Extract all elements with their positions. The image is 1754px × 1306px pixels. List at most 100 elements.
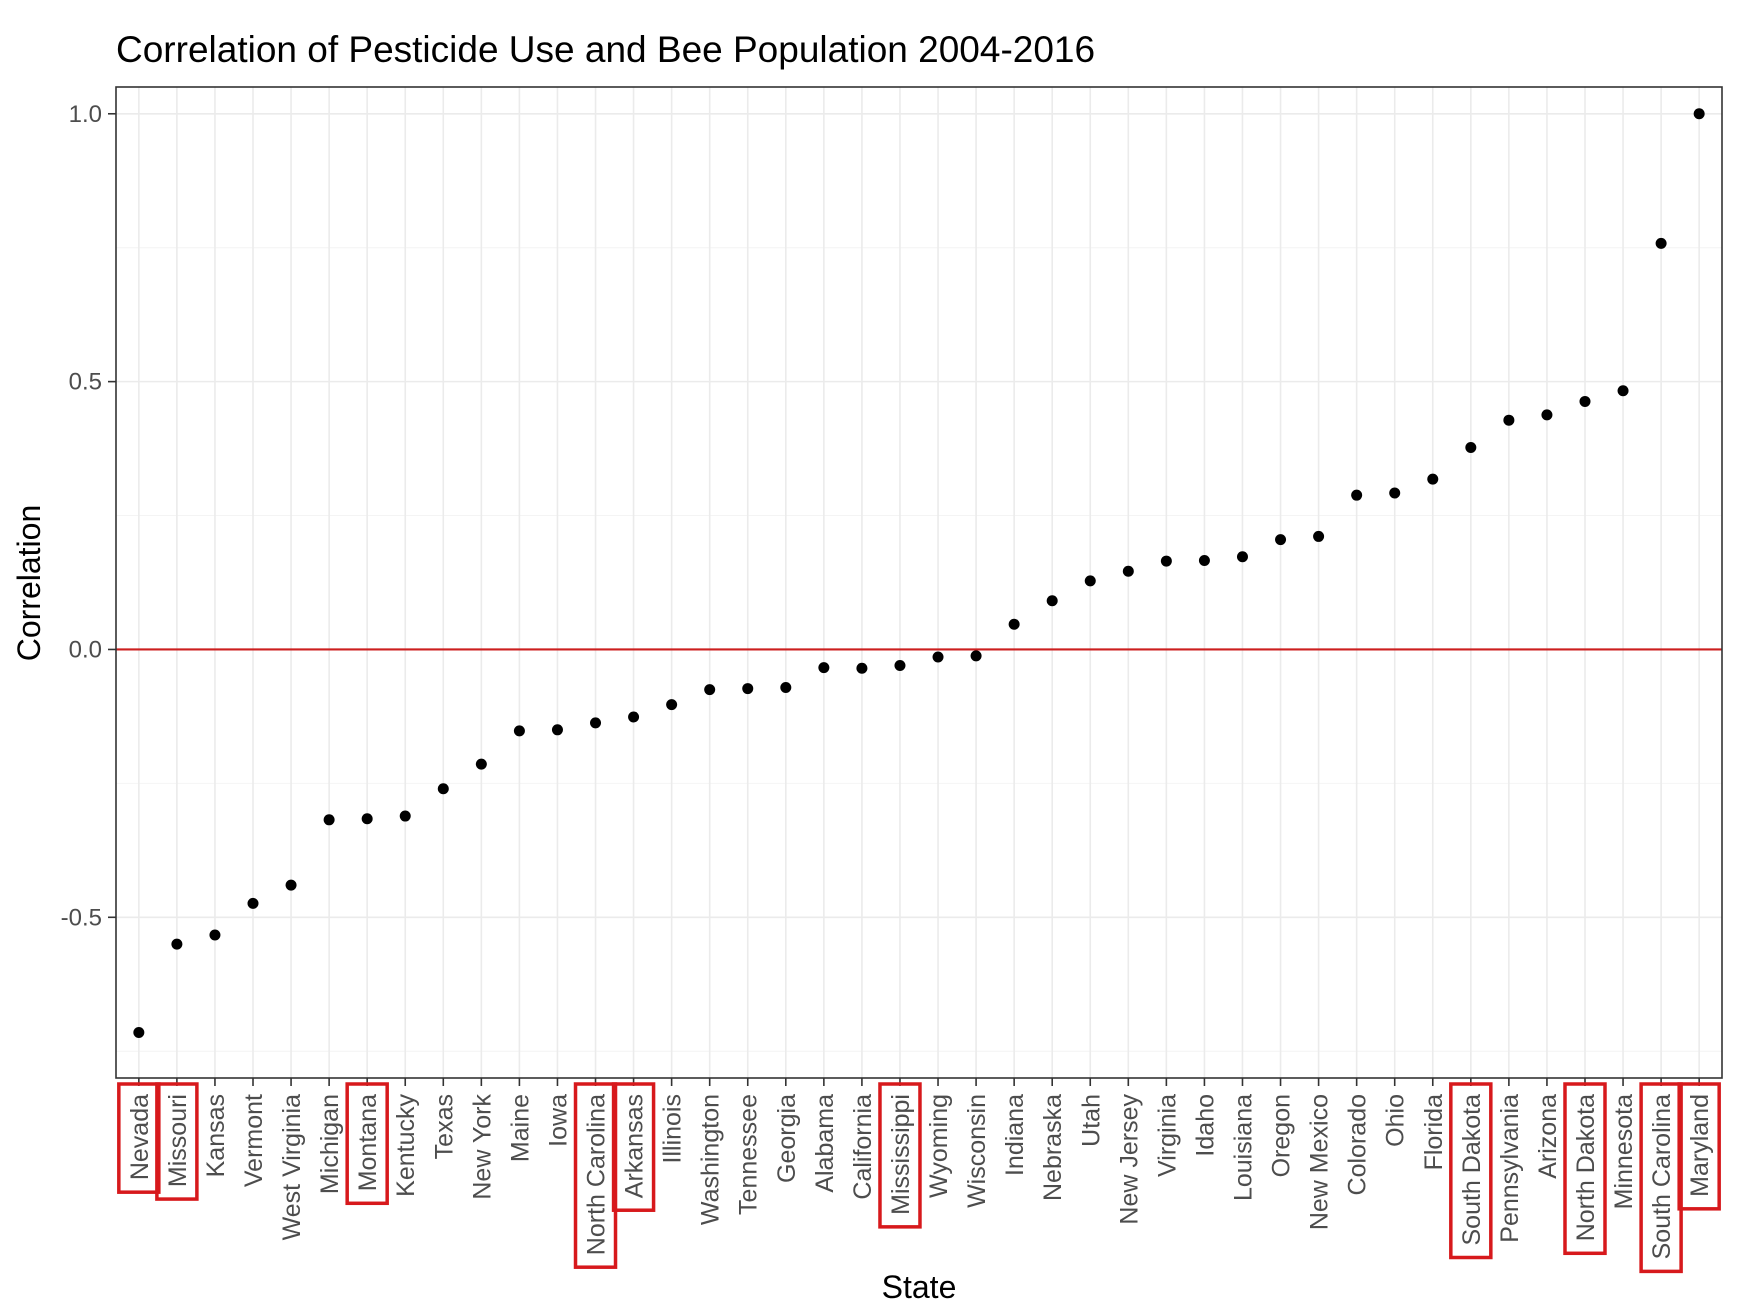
highlight-box (1449, 1082, 1493, 1260)
x-tick-label: Indiana (1001, 1094, 1029, 1176)
x-tick-label: North Carolina (583, 1094, 611, 1255)
x-tick-label: Utah (1077, 1094, 1105, 1147)
highlight-layer (117, 1082, 1721, 1274)
x-tick-label: Arizona (1534, 1094, 1562, 1179)
x-tick-label: Kansas (202, 1094, 230, 1177)
data-point (1617, 385, 1629, 397)
data-point (551, 724, 563, 736)
data-point (628, 711, 640, 723)
x-tick-label: Oregon (1268, 1094, 1296, 1177)
x-tick-label: New Jersey (1115, 1094, 1143, 1225)
x-tick-label: Wyoming (925, 1094, 953, 1198)
data-point (1122, 565, 1134, 577)
data-point (1160, 555, 1172, 567)
data-point (970, 650, 982, 662)
x-tick-label: New York (468, 1094, 496, 1200)
data-point (475, 758, 487, 770)
highlight-box (345, 1082, 389, 1206)
data-point (1655, 237, 1667, 249)
data-point (1351, 489, 1363, 501)
data-point (1008, 618, 1020, 630)
chart-title: Correlation of Pesticide Use and Bee Pop… (116, 29, 1095, 70)
data-point (1046, 595, 1058, 607)
x-tick-label: Nevada (126, 1094, 154, 1180)
data-point (1275, 534, 1287, 546)
y-tick-label: 0.0 (69, 636, 102, 663)
x-tick-label: Tennessee (735, 1094, 763, 1215)
x-tick-label: Colorado (1344, 1094, 1372, 1195)
x-tick-label: Maine (506, 1094, 534, 1162)
x-tick-label: Vermont (240, 1094, 268, 1187)
y-tick-label: 1.0 (69, 101, 102, 128)
x-tick-label: South Carolina (1648, 1094, 1676, 1259)
data-point (1313, 530, 1325, 542)
x-tick-label: Idaho (1191, 1094, 1219, 1157)
x-tick-label: Minnesota (1610, 1094, 1638, 1209)
x-tick-label: Florida (1420, 1094, 1448, 1171)
data-point (437, 783, 449, 795)
highlight-box (1639, 1082, 1683, 1274)
data-point (209, 929, 221, 941)
grid-layer (116, 87, 1722, 1078)
x-tick-label: California (849, 1094, 877, 1200)
data-point (932, 651, 944, 663)
x-tick-label: Texas (430, 1094, 458, 1159)
y-tick-label: 0.5 (69, 369, 102, 396)
x-tick-label: Kentucky (392, 1094, 420, 1197)
data-point (171, 938, 183, 950)
x-axis-ticks: Nevada Missouri Kansas Vermont West Virginia… (126, 1078, 1714, 1259)
x-axis-title: State (882, 1269, 957, 1305)
x-tick-label: New Mexico (1306, 1094, 1334, 1230)
x-tick-label: Maryland (1686, 1094, 1714, 1197)
x-tick-label: Georgia (773, 1094, 801, 1183)
highlight-box (1563, 1082, 1607, 1256)
data-point (894, 660, 906, 672)
x-tick-label: Ohio (1382, 1094, 1410, 1147)
data-point (361, 813, 373, 825)
data-point (133, 1026, 145, 1038)
highlight-box (573, 1082, 618, 1269)
data-point (1503, 414, 1515, 426)
y-axis-title: Correlation (11, 505, 47, 662)
data-point (1579, 395, 1591, 407)
x-tick-label: Mississippi (887, 1094, 915, 1215)
data-point (1427, 473, 1439, 485)
x-tick-label: Pennsylvania (1496, 1094, 1524, 1243)
y-axis-ticks: -0.5 0.0 0.5 1.0 (61, 101, 116, 931)
x-tick-label: Nebraska (1039, 1094, 1067, 1201)
data-point (323, 814, 335, 826)
data-point (513, 725, 525, 737)
data-point (1465, 442, 1477, 454)
data-point (247, 897, 259, 909)
data-point (1084, 575, 1096, 587)
y-tick-label: -0.5 (61, 904, 102, 931)
x-tick-label: Missouri (164, 1094, 192, 1187)
data-point (590, 717, 602, 729)
data-point (666, 699, 678, 711)
x-tick-label: Illinois (659, 1094, 687, 1163)
x-tick-label: Alabama (811, 1094, 839, 1193)
x-tick-label: Virginia (1153, 1094, 1181, 1177)
x-tick-label: North Dakota (1572, 1094, 1600, 1241)
data-point (1693, 108, 1705, 120)
data-point (780, 681, 792, 693)
data-point (399, 810, 411, 822)
data-point (856, 662, 868, 674)
x-tick-label: Iowa (544, 1094, 572, 1147)
highlight-box (1677, 1082, 1721, 1211)
points-layer (133, 108, 1705, 1038)
highlight-box (155, 1082, 199, 1201)
x-tick-label: West Virginia (278, 1094, 306, 1240)
highlight-box (878, 1082, 922, 1229)
data-point (1198, 555, 1210, 567)
highlight-box (117, 1082, 161, 1194)
x-tick-label: Louisiana (1229, 1094, 1257, 1201)
data-point (818, 662, 830, 674)
highlight-box (611, 1082, 656, 1212)
x-tick-label: Washington (697, 1094, 725, 1225)
data-point (1541, 409, 1553, 421)
x-tick-label: South Dakota (1458, 1094, 1486, 1246)
x-tick-label: Arkansas (621, 1094, 649, 1198)
